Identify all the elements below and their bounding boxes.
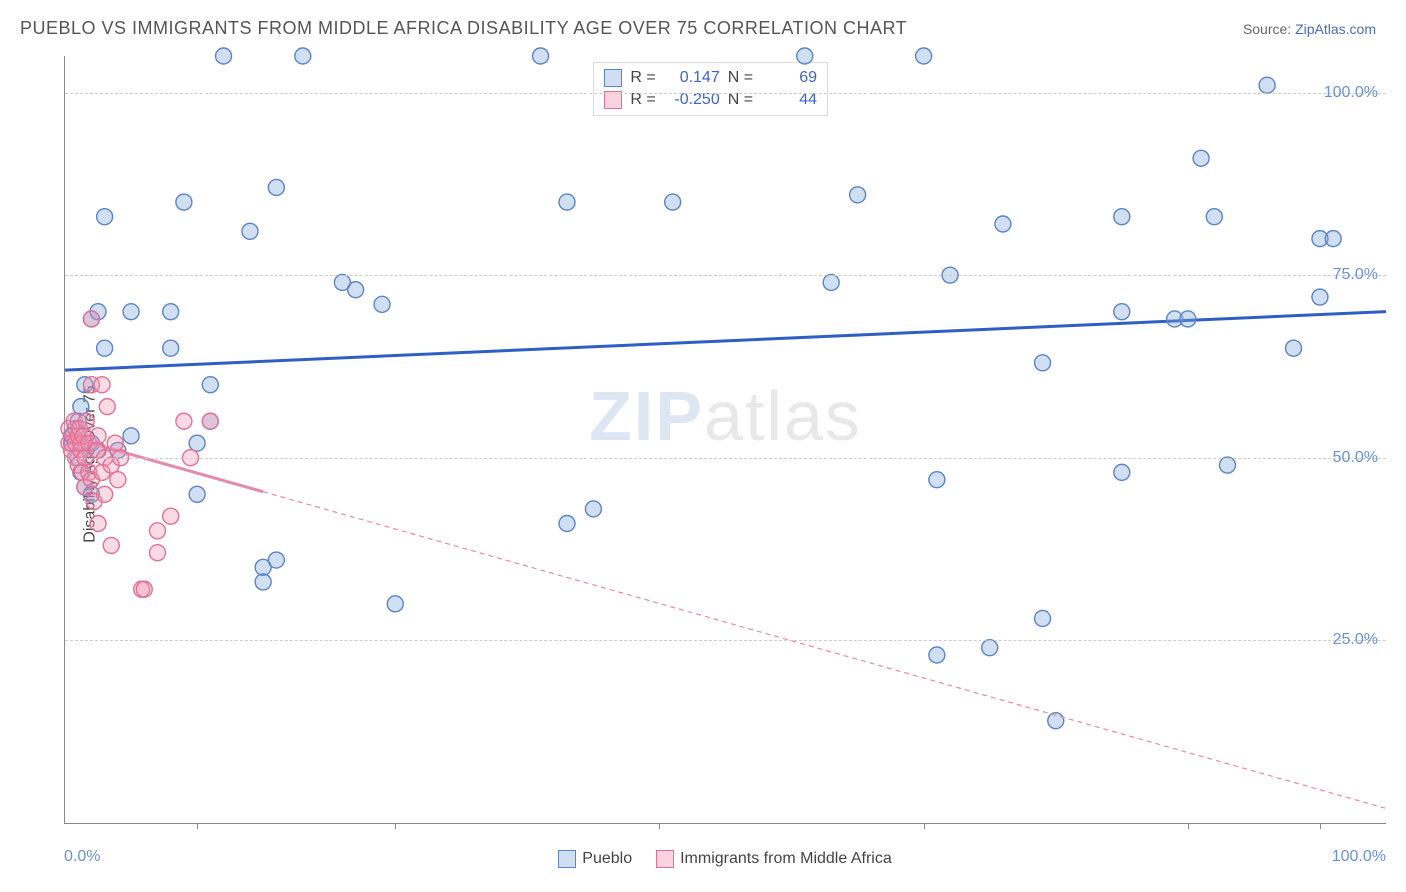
x-tick <box>197 823 198 829</box>
data-point-middle-africa <box>176 413 192 429</box>
data-point-pueblo <box>665 194 681 210</box>
x-tick <box>395 823 396 829</box>
bottom-legend: Pueblo Immigrants from Middle Africa <box>64 846 1386 872</box>
legend-label-a: Pueblo <box>582 850 632 868</box>
data-point-middle-africa <box>97 486 113 502</box>
data-point-pueblo <box>1325 231 1341 247</box>
data-point-pueblo <box>1114 209 1130 225</box>
gridline <box>65 458 1386 459</box>
trend-line-dashed-middle-africa <box>263 492 1386 809</box>
y-tick-label: 25.0% <box>1333 631 1378 649</box>
data-point-middle-africa <box>90 428 106 444</box>
data-point-pueblo <box>163 304 179 320</box>
data-point-pueblo <box>1286 340 1302 356</box>
data-point-middle-africa <box>90 516 106 532</box>
legend-swatch-a <box>558 850 576 868</box>
data-point-pueblo <box>1312 289 1328 305</box>
y-tick-label: 50.0% <box>1333 449 1378 467</box>
data-point-pueblo <box>255 574 271 590</box>
data-point-pueblo <box>268 552 284 568</box>
chart-container: Disability Age Over 75 ZIPatlas R = 0.14… <box>20 56 1386 872</box>
data-point-pueblo <box>533 48 549 64</box>
data-point-pueblo <box>123 428 139 444</box>
data-point-pueblo <box>1193 150 1209 166</box>
data-point-pueblo <box>189 435 205 451</box>
data-point-pueblo <box>216 48 232 64</box>
source-link[interactable]: ZipAtlas.com <box>1295 21 1376 37</box>
data-point-pueblo <box>387 596 403 612</box>
data-point-middle-africa <box>163 508 179 524</box>
y-tick-label: 100.0% <box>1324 84 1378 102</box>
data-point-pueblo <box>559 516 575 532</box>
x-tick <box>924 823 925 829</box>
data-point-middle-africa <box>110 472 126 488</box>
data-point-pueblo <box>1259 77 1275 93</box>
data-point-pueblo <box>929 647 945 663</box>
data-point-pueblo <box>1219 457 1235 473</box>
data-point-pueblo <box>823 274 839 290</box>
gridline <box>65 93 1386 94</box>
data-point-pueblo <box>797 48 813 64</box>
data-point-pueblo <box>97 340 113 356</box>
data-point-middle-africa <box>107 435 123 451</box>
legend-label-b: Immigrants from Middle Africa <box>680 850 892 868</box>
gridline <box>65 275 1386 276</box>
data-point-pueblo <box>176 194 192 210</box>
y-tick-label: 75.0% <box>1333 266 1378 284</box>
data-point-middle-africa <box>149 523 165 539</box>
data-point-pueblo <box>268 179 284 195</box>
data-point-pueblo <box>850 187 866 203</box>
data-point-pueblo <box>242 223 258 239</box>
data-point-pueblo <box>163 340 179 356</box>
legend-swatch-b <box>656 850 674 868</box>
data-point-pueblo <box>73 399 89 415</box>
source-prefix: Source: <box>1243 21 1295 37</box>
data-point-pueblo <box>995 216 1011 232</box>
data-point-pueblo <box>123 304 139 320</box>
data-point-middle-africa <box>78 413 94 429</box>
legend-item-series-b: Immigrants from Middle Africa <box>656 850 892 868</box>
data-point-pueblo <box>916 48 932 64</box>
plot-area: ZIPatlas R = 0.147 N = 69 R = -0.250 N =… <box>64 56 1386 824</box>
data-point-middle-africa <box>149 545 165 561</box>
gridline <box>65 640 1386 641</box>
data-point-pueblo <box>559 194 575 210</box>
x-tick <box>1320 823 1321 829</box>
legend-item-series-a: Pueblo <box>558 850 632 868</box>
data-point-pueblo <box>202 377 218 393</box>
chart-title: PUEBLO VS IMMIGRANTS FROM MIDDLE AFRICA … <box>20 18 907 39</box>
data-point-pueblo <box>585 501 601 517</box>
data-point-pueblo <box>1180 311 1196 327</box>
x-tick <box>659 823 660 829</box>
data-point-middle-africa <box>202 413 218 429</box>
data-point-middle-africa <box>136 581 152 597</box>
data-point-pueblo <box>295 48 311 64</box>
data-point-pueblo <box>982 640 998 656</box>
data-point-middle-africa <box>103 537 119 553</box>
data-point-middle-africa <box>83 311 99 327</box>
data-point-pueblo <box>1114 304 1130 320</box>
scatter-svg <box>65 56 1386 823</box>
x-tick <box>1188 823 1189 829</box>
data-point-pueblo <box>374 296 390 312</box>
data-point-pueblo <box>189 486 205 502</box>
data-point-pueblo <box>1114 464 1130 480</box>
data-point-pueblo <box>1206 209 1222 225</box>
data-point-pueblo <box>929 472 945 488</box>
source-attribution: Source: ZipAtlas.com <box>1243 21 1376 37</box>
data-point-pueblo <box>348 282 364 298</box>
data-point-middle-africa <box>99 399 115 415</box>
data-point-pueblo <box>1035 610 1051 626</box>
data-point-pueblo <box>97 209 113 225</box>
data-point-pueblo <box>1035 355 1051 371</box>
data-point-middle-africa <box>94 377 110 393</box>
